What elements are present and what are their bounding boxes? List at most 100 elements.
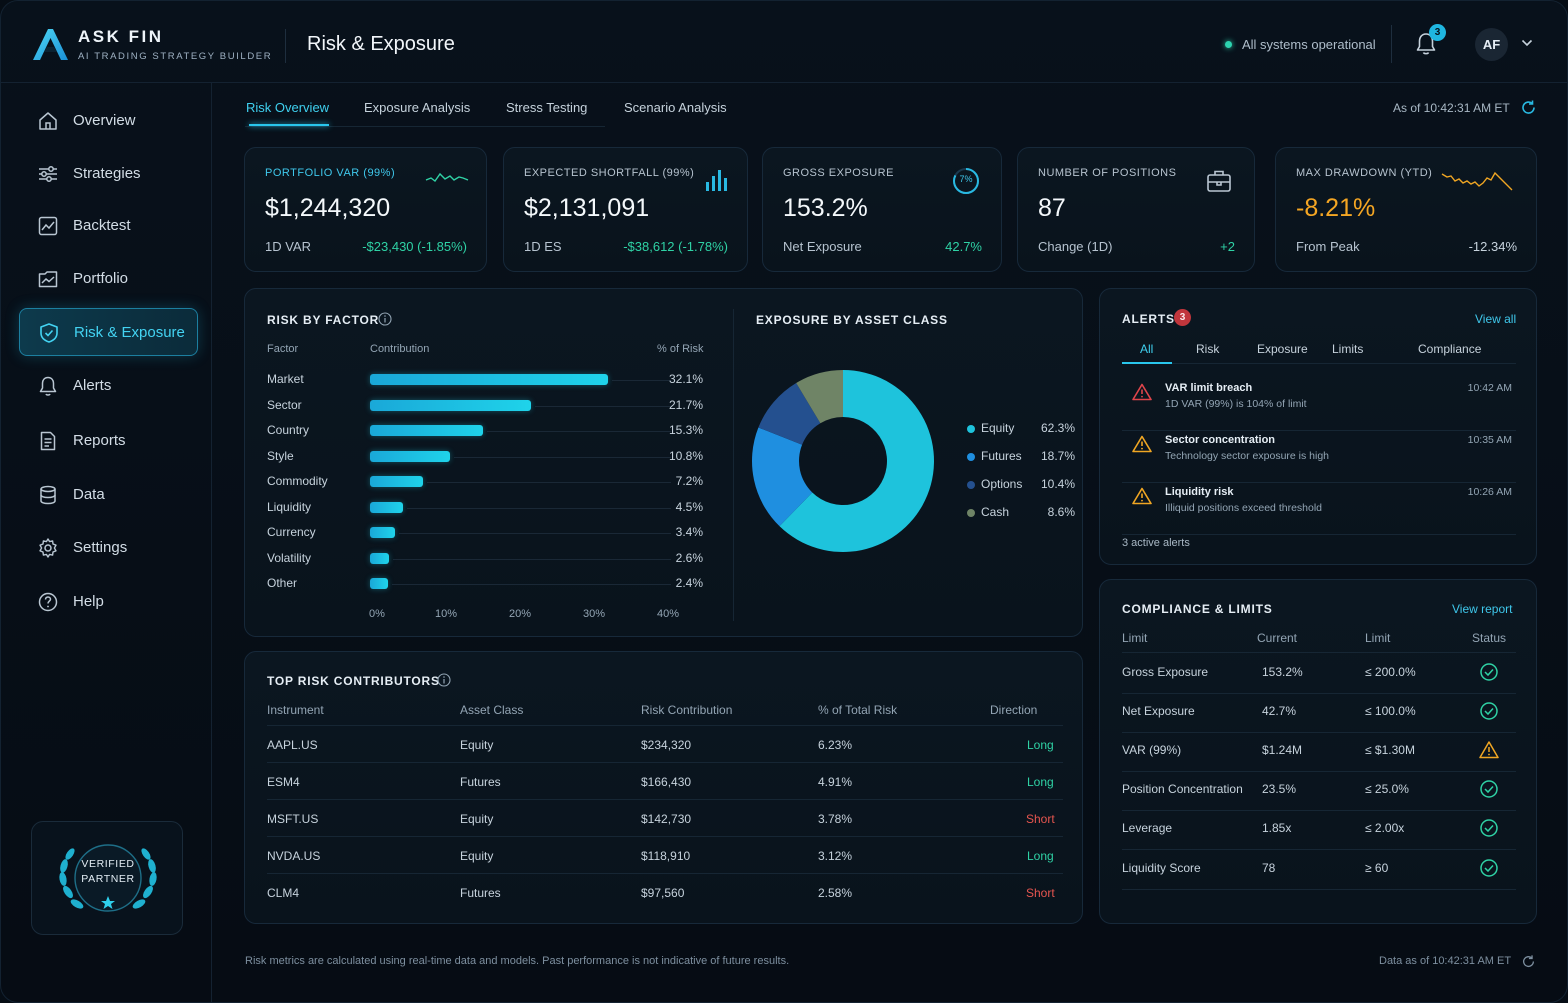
factor-name: Commodity — [267, 474, 328, 488]
sidebar-item-label: Data — [73, 486, 105, 503]
tab-exposure-analysis[interactable]: Exposure Analysis — [364, 100, 471, 115]
table-row[interactable]: CLM4 Futures $97,560 2.58% Short — [267, 873, 1063, 910]
view-report-link[interactable]: View report — [1452, 602, 1513, 616]
factor-row[interactable]: Other 2.4% — [267, 574, 703, 594]
refresh-icon[interactable] — [1520, 99, 1537, 116]
asset-class-donut-chart[interactable] — [743, 361, 943, 561]
alert-tab-limits[interactable]: Limits — [1332, 342, 1364, 356]
sidebar-item-label: Backtest — [73, 217, 131, 234]
tab-scenario-analysis[interactable]: Scenario Analysis — [624, 100, 727, 115]
factor-row[interactable]: Market 32.1% — [267, 370, 703, 390]
alert-tab-all[interactable]: All — [1140, 342, 1154, 356]
donut-slice-equity[interactable] — [779, 370, 934, 552]
compliance-title: COMPLIANCE & LIMITS — [1122, 602, 1273, 616]
badge-line-1: VERIFIED — [81, 858, 135, 870]
donut-slice-cash[interactable] — [796, 370, 843, 424]
info-icon[interactable] — [378, 312, 392, 326]
factor-row[interactable]: Liquidity 4.5% — [267, 498, 703, 518]
active-alerts-count: 3 active alerts — [1122, 537, 1190, 549]
kpi-card-max-drawdown[interactable]: MAX DRAWDOWN (YTD) -8.21% From Peak -12.… — [1275, 147, 1537, 272]
direction-cell: Long — [1027, 849, 1054, 863]
compliance-row[interactable]: Net Exposure 42.7% ≤ 100.0% — [1122, 694, 1516, 733]
table-row[interactable]: MSFT.US Equity $142,730 3.78% Short — [267, 799, 1063, 836]
kpi-value: $1,244,320 — [265, 194, 391, 222]
kpi-change: +2 — [1220, 239, 1235, 254]
sidebar-item-data[interactable]: Data — [19, 471, 198, 519]
alert-description: 1D VAR (99%) is 104% of limit — [1165, 398, 1307, 410]
factor-name: Currency — [267, 525, 316, 539]
factor-row[interactable]: Currency 3.4% — [267, 523, 703, 543]
direction-cell: Short — [1026, 886, 1055, 900]
legend-item: Cash 8.6% — [967, 504, 1075, 522]
sidebar-item-strategies[interactable]: Strategies — [19, 150, 198, 198]
tab-stress-testing[interactable]: Stress Testing — [506, 100, 588, 115]
info-icon[interactable] — [437, 673, 451, 687]
direction-cell: Long — [1027, 775, 1054, 789]
alert-tab-compliance[interactable]: Compliance — [1418, 342, 1482, 356]
view-all-alerts-link[interactable]: View all — [1475, 312, 1517, 326]
limit-current: 42.7% — [1262, 704, 1297, 718]
axis-tick: 20% — [509, 608, 532, 620]
tab-risk-overview[interactable]: Risk Overview — [246, 100, 330, 115]
legend-item: Options 10.4% — [967, 476, 1075, 494]
compliance-row[interactable]: Leverage 1.85x ≤ 2.00x — [1122, 811, 1516, 850]
alert-tab-exposure[interactable]: Exposure — [1257, 342, 1308, 356]
alert-item[interactable]: Liquidity risk Illiquid positions exceed… — [1122, 483, 1516, 535]
sidebar-item-help[interactable]: Help — [19, 578, 198, 626]
sidebar-item-risk-exposure[interactable]: Risk & Exposure — [19, 308, 198, 356]
sidebar-item-portfolio[interactable]: Portfolio — [19, 255, 198, 303]
refresh-icon[interactable] — [1521, 954, 1536, 969]
kpi-card-number-of-positions[interactable]: NUMBER OF POSITIONS 87 Change (1D) +2 — [1017, 147, 1255, 272]
factor-row[interactable]: Commodity 7.2% — [267, 472, 703, 492]
alert-title: Sector concentration — [1165, 434, 1276, 446]
alert-title: VAR limit breach — [1165, 382, 1253, 394]
factor-row[interactable]: Volatility 2.6% — [267, 549, 703, 569]
kpi-change: -$38,612 (-1.78%) — [623, 239, 728, 254]
sidebar-item-label: Alerts — [73, 377, 112, 394]
donut-slice-futures[interactable] — [752, 427, 813, 527]
alert-item[interactable]: Sector concentration Technology sector e… — [1122, 431, 1516, 483]
factor-pct: 4.5% — [675, 499, 703, 514]
limit-current: 1.85x — [1262, 821, 1292, 835]
sidebar-item-label: Risk & Exposure — [74, 324, 185, 341]
compliance-row[interactable]: Position Concentration 23.5% ≤ 25.0% — [1122, 772, 1516, 811]
donut-slice-options[interactable] — [758, 382, 821, 445]
logo-icon — [33, 29, 68, 60]
sidebar-item-reports[interactable]: Reports — [19, 417, 198, 465]
factor-name: Volatility — [267, 550, 312, 565]
alerts-panel: ALERTS 3 View all All Risk Exposure Limi… — [1099, 288, 1537, 565]
sidebar-item-alerts[interactable]: Alerts — [19, 362, 198, 410]
factor-leader-line — [399, 533, 671, 534]
kpi-card-expected-shortfall[interactable]: EXPECTED SHORTFALL (99%) $2,131,091 1D E… — [503, 147, 748, 272]
kpi-card-portfolio-var[interactable]: PORTFOLIO VAR (99%) $1,244,320 1D VAR -$… — [244, 147, 487, 272]
help-icon — [38, 592, 58, 612]
kpi-card-gross-exposure[interactable]: GROSS EXPOSURE 7% 153.2% Net Exposure 42… — [762, 147, 1002, 272]
factor-row[interactable]: Country 15.3% — [267, 421, 703, 441]
sidebar-item-overview[interactable]: Overview — [19, 97, 198, 145]
alert-time: 10:26 AM — [1467, 486, 1512, 498]
warning-icon — [1132, 435, 1152, 453]
table-row[interactable]: NVDA.US Equity $118,910 3.12% Long — [267, 836, 1063, 873]
factor-row[interactable]: Style 10.8% — [267, 447, 703, 467]
risk-contribution-cell: $234,320 — [641, 738, 692, 752]
table-row[interactable]: ESM4 Futures $166,430 4.91% Long — [267, 762, 1063, 799]
compliance-row[interactable]: Liquidity Score 78 ≥ 60 — [1122, 851, 1516, 890]
instrument-cell: MSFT.US — [267, 812, 319, 826]
sliders-icon — [39, 166, 57, 182]
alert-item[interactable]: VAR limit breach 1D VAR (99%) is 104% of… — [1122, 379, 1516, 431]
factor-name: Style — [267, 448, 294, 463]
sidebar-item-settings[interactable]: Settings — [19, 524, 198, 572]
compliance-row[interactable]: Gross Exposure 153.2% ≤ 200.0% — [1122, 655, 1516, 694]
avatar[interactable]: AF — [1475, 28, 1508, 61]
home-icon — [39, 112, 57, 130]
sidebar-item-backtest[interactable]: Backtest — [19, 202, 198, 250]
compliance-row[interactable]: VAR (99%) $1.24M ≤ $1.30M — [1122, 733, 1516, 772]
alert-tab-risk[interactable]: Risk — [1196, 342, 1220, 356]
kpi-sub-label: 1D VAR — [265, 239, 311, 254]
sidebar-item-label: Settings — [73, 539, 128, 556]
check-circle-icon — [1480, 702, 1498, 720]
table-row[interactable]: AAPL.US Equity $234,320 6.23% Long — [267, 725, 1063, 762]
chevron-down-icon[interactable] — [1521, 38, 1533, 48]
factor-row[interactable]: Sector 21.7% — [267, 396, 703, 416]
